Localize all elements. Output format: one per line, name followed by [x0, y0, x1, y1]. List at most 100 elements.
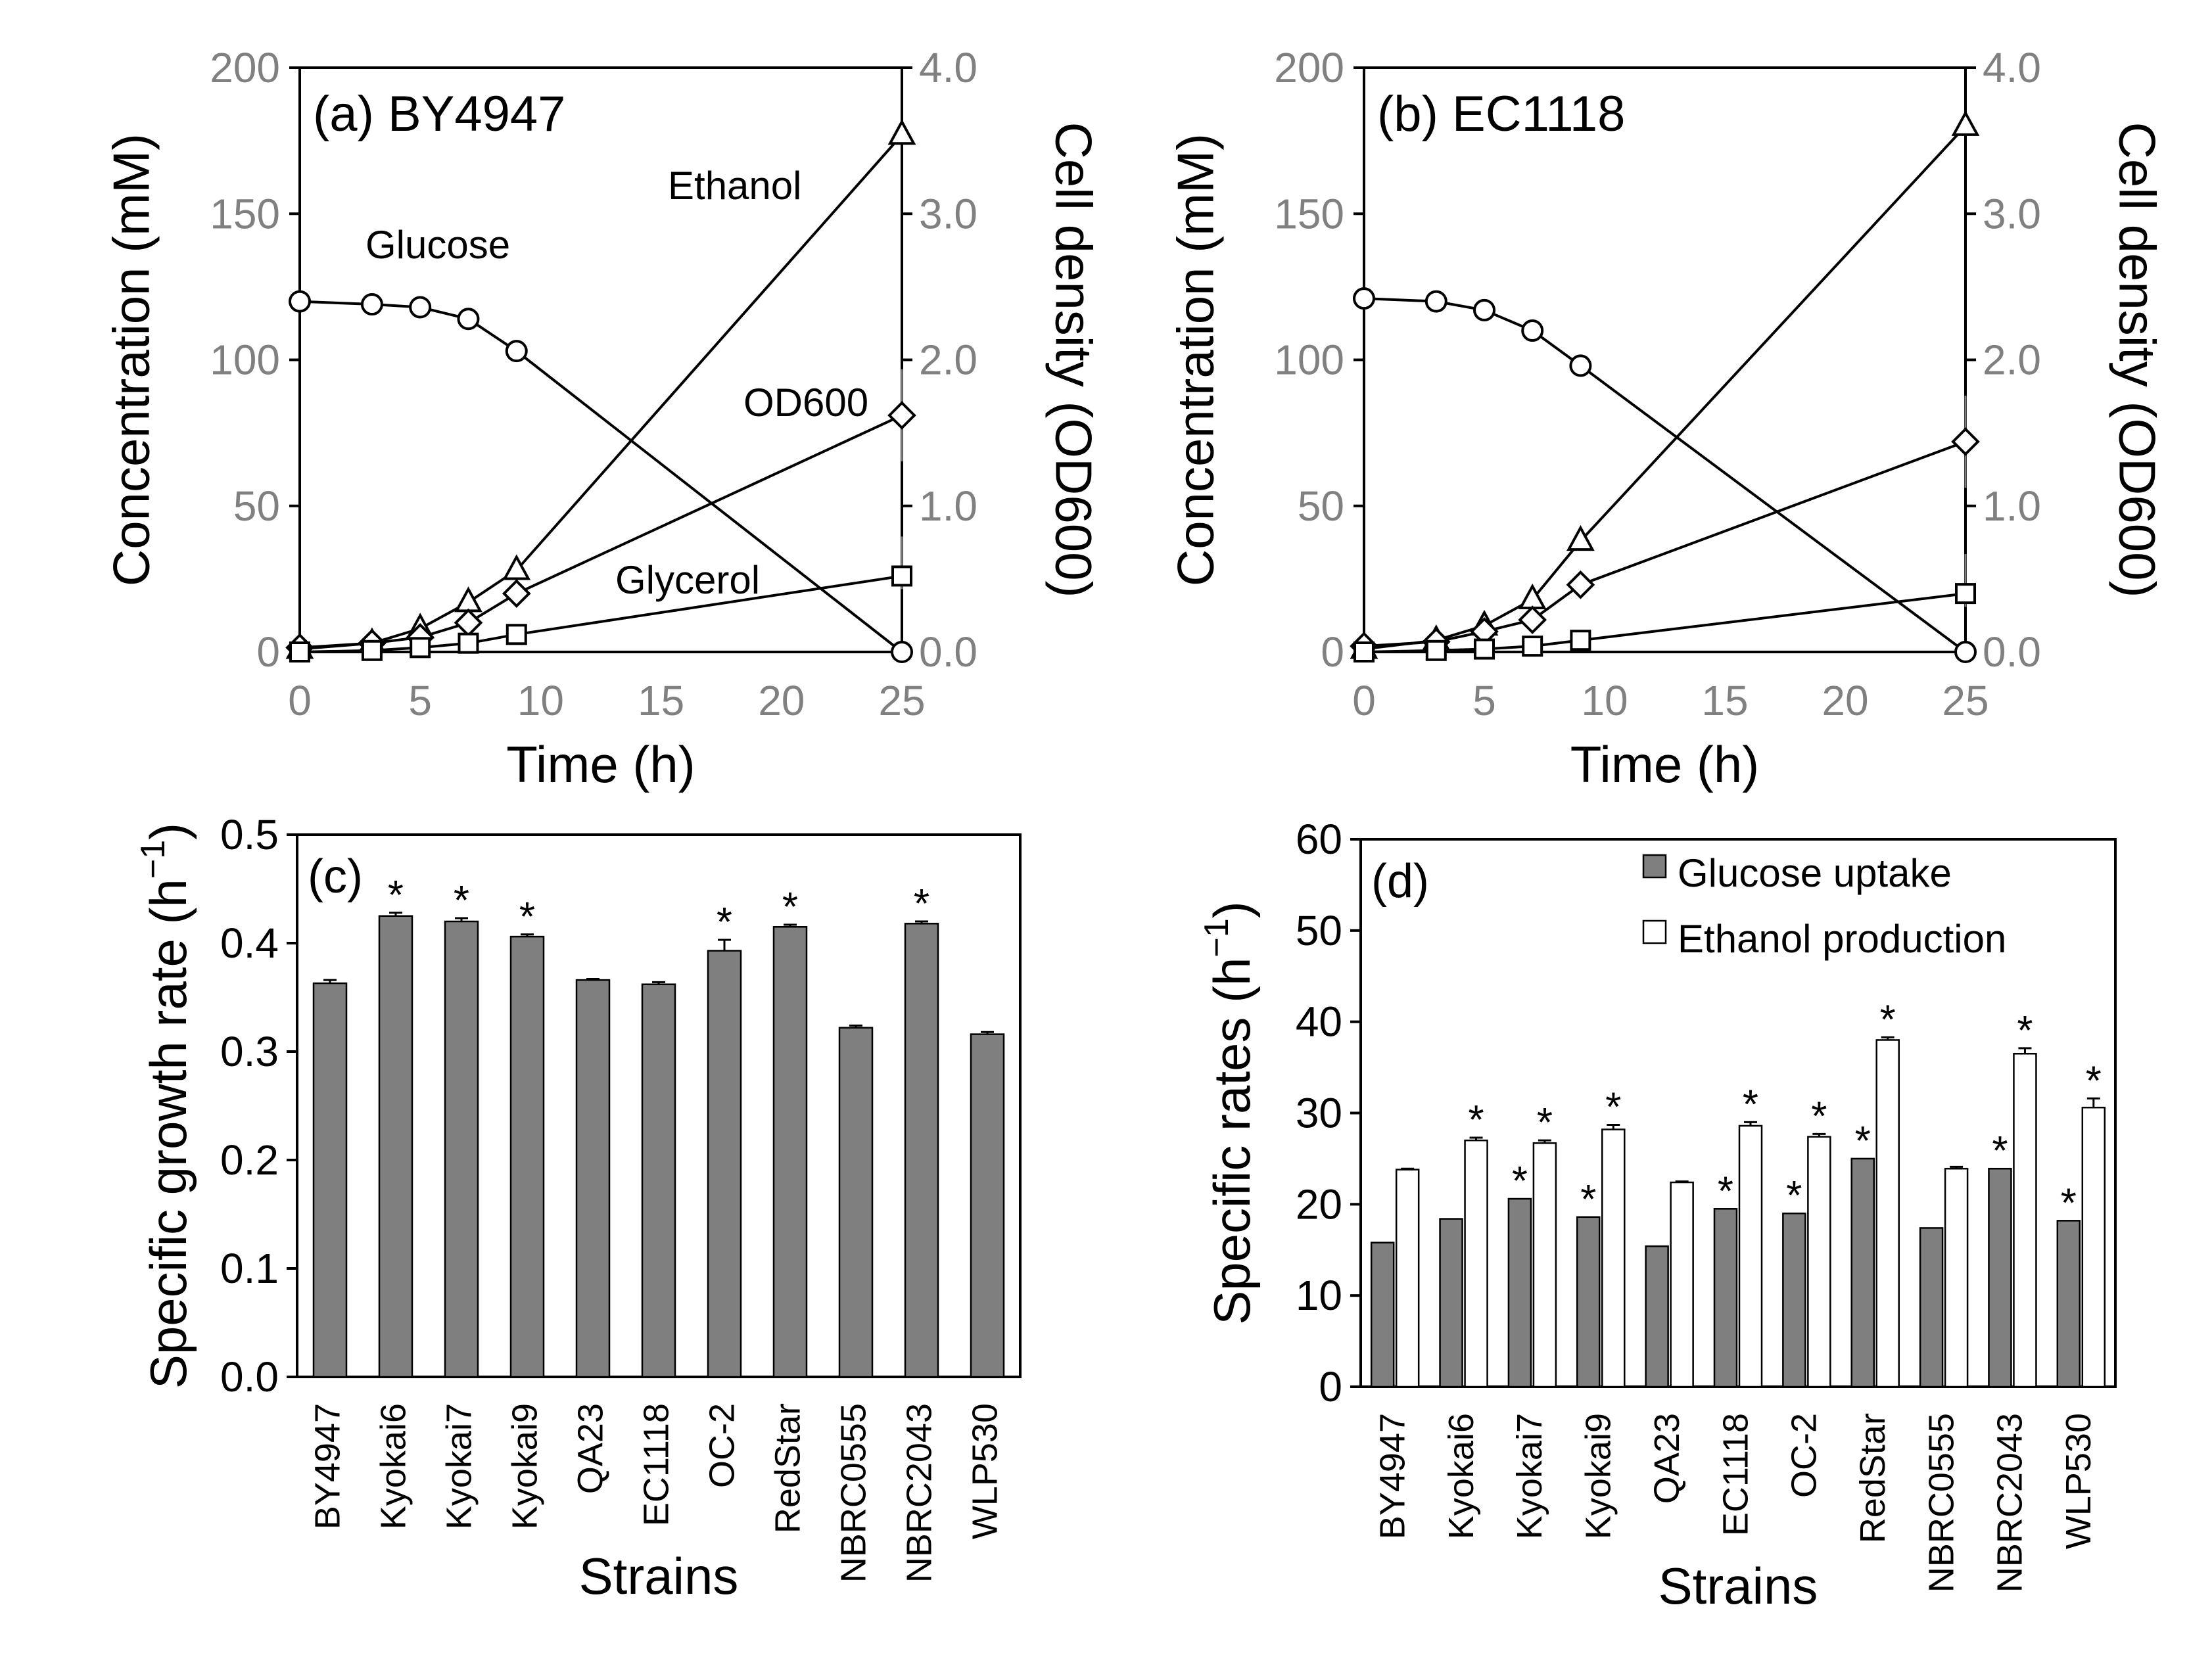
x-axis-title: Strains — [1659, 1557, 1818, 1615]
bar-ethanol-production — [2013, 1053, 2037, 1388]
bar-glucose-uptake — [1713, 1208, 1738, 1388]
category-label: WLP530 — [2059, 1413, 2098, 1549]
y-tick-label: 20 — [1296, 1180, 1342, 1228]
x-tick-label: 15 — [638, 677, 684, 724]
significance-mark: * — [1468, 1098, 1484, 1143]
category-label: Kyokai7 — [439, 1403, 479, 1529]
bar-glucose-uptake — [1439, 1218, 1463, 1388]
category-label: QA23 — [1647, 1413, 1687, 1504]
y-tick-label: 50 — [1298, 482, 1344, 530]
bar-specific-growth-rate — [575, 979, 611, 1378]
x-tick-label: 0 — [1352, 677, 1376, 724]
series-annotation-od600: OD600 — [743, 381, 868, 425]
significance-mark: * — [1992, 1128, 2008, 1174]
bar-specific-growth-rate — [509, 935, 545, 1378]
glycerol-point — [289, 641, 310, 662]
y2-tick-label: 4.0 — [1983, 44, 2041, 91]
legend-label-glucose-uptake: Glucose uptake — [1678, 851, 1952, 895]
legend-label-ethanol-production: Ethanol production — [1678, 917, 2006, 961]
od600-point — [454, 608, 483, 638]
bar-specific-growth-rate — [378, 915, 413, 1378]
bar-glucose-uptake — [2056, 1220, 2081, 1388]
ethanol-point — [1566, 524, 1595, 551]
category-label: RedStar — [768, 1403, 807, 1533]
glucose-series-line — [299, 300, 903, 653]
significance-mark: * — [1786, 1173, 1802, 1219]
od600-series-line — [1363, 440, 1966, 648]
category-label: OC-2 — [702, 1403, 741, 1488]
y-tick-label: 30 — [1296, 1090, 1342, 1137]
y-tick-label: 100 — [210, 337, 280, 384]
bar-glucose-uptake — [1782, 1212, 1806, 1388]
glucose-point — [1353, 287, 1375, 310]
x-tick-label: 10 — [1581, 677, 1628, 724]
x-tick-label: 25 — [1942, 677, 1988, 724]
bar-ethanol-production — [1532, 1142, 1557, 1388]
y-tick-label: 200 — [210, 44, 280, 91]
glucose-point — [1473, 298, 1495, 321]
glycerol-point — [1425, 639, 1447, 661]
significance-mark: * — [1880, 997, 1896, 1042]
bar-ethanol-production — [1944, 1167, 1969, 1388]
significance-mark: * — [717, 900, 732, 945]
category-label: QA23 — [571, 1403, 610, 1494]
x-axis-title: Time (h) — [1570, 735, 1759, 793]
category-label: Kyokai9 — [1579, 1413, 1618, 1539]
bar-ethanol-production — [2081, 1106, 2106, 1388]
glucose-point — [1569, 354, 1592, 377]
glucose-point — [360, 293, 383, 316]
glycerol-point — [458, 632, 479, 654]
glucose-series-line — [1363, 297, 1967, 653]
category-label: WLP530 — [965, 1403, 1004, 1539]
bar-ethanol-production — [1601, 1128, 1626, 1388]
category-label: NBRC2043 — [899, 1403, 939, 1583]
glycerol-point — [506, 624, 527, 645]
category-label: BY4947 — [1373, 1413, 1412, 1539]
category-label: NBRC0555 — [1921, 1413, 1961, 1592]
significance-mark: * — [782, 885, 798, 930]
glucose-point — [505, 340, 528, 363]
y2-tick-label: 1.0 — [1983, 482, 2041, 530]
glycerol-point — [361, 639, 383, 661]
category-label: NBRC2043 — [1990, 1413, 2030, 1592]
series-annotation-ethanol: Ethanol — [668, 164, 802, 208]
panel-b-time-course-EC1118: 0 50 100 150 200 0.0 1.0 2.0 3.0 4.0 0 5 10 15 20 25 Tim… — [1167, 44, 2167, 793]
y-axis-title-superscript: −1 — [134, 840, 172, 879]
y-tick-label: 50 — [1296, 907, 1342, 954]
glycerol-point — [1474, 638, 1495, 660]
glucose-point — [1521, 319, 1544, 342]
od600-point — [1566, 570, 1595, 599]
y-axis-title: Specific growth rate (h−1) — [134, 823, 197, 1389]
significance-mark: * — [914, 881, 930, 927]
od600-point — [1951, 427, 1980, 456]
bar-ethanol-production — [1807, 1136, 1831, 1388]
y-tick-label: 150 — [1274, 190, 1344, 237]
significance-mark: * — [2086, 1058, 2102, 1103]
bar-specific-growth-rate — [641, 983, 676, 1378]
y2-tick-label: 3.0 — [919, 190, 977, 237]
category-label: Kyokai6 — [373, 1403, 413, 1529]
significance-mark: * — [1855, 1119, 1871, 1164]
ethanol-point — [1951, 110, 1980, 136]
panel-title: (c) — [308, 850, 363, 903]
bar-glucose-uptake — [1850, 1157, 1875, 1388]
bar-glucose-uptake — [1988, 1167, 2012, 1388]
panel-a-time-course-BY4947: 0 50 100 150 200 0.0 1.0 2.0 3.0 4.0 0 5 10 15 20 25 Tim… — [103, 44, 1103, 793]
series-annotation-glucose: Glucose — [365, 223, 510, 267]
category-label: RedStar — [1853, 1413, 1893, 1543]
x-axis-title: Strains — [579, 1547, 739, 1605]
glycerol-point — [1570, 630, 1591, 651]
y-axis-title: Concentration (mM) — [1167, 133, 1225, 586]
panel-c-growth-rate-bars: 0.0 0.1 0.2 0.3 0.4 0.5 BY4947 * Kyokai6 * Kyokai7… — [134, 811, 1022, 1605]
y-tick-label: 0 — [1319, 1363, 1342, 1410]
significance-mark: * — [1580, 1177, 1596, 1222]
y-tick-label: 100 — [1274, 337, 1344, 384]
y-tick-label: 0 — [256, 628, 280, 676]
bar-specific-growth-rate — [970, 1033, 1005, 1378]
y-tick-label: 40 — [1296, 998, 1342, 1046]
y-axis-title-main: Specific growth rate (h — [139, 879, 197, 1389]
legend-swatch-ethanol-production — [1642, 919, 1667, 944]
y-tick-label: 0.3 — [220, 1028, 279, 1075]
y-axis-title: Concentration (mM) — [103, 133, 160, 586]
